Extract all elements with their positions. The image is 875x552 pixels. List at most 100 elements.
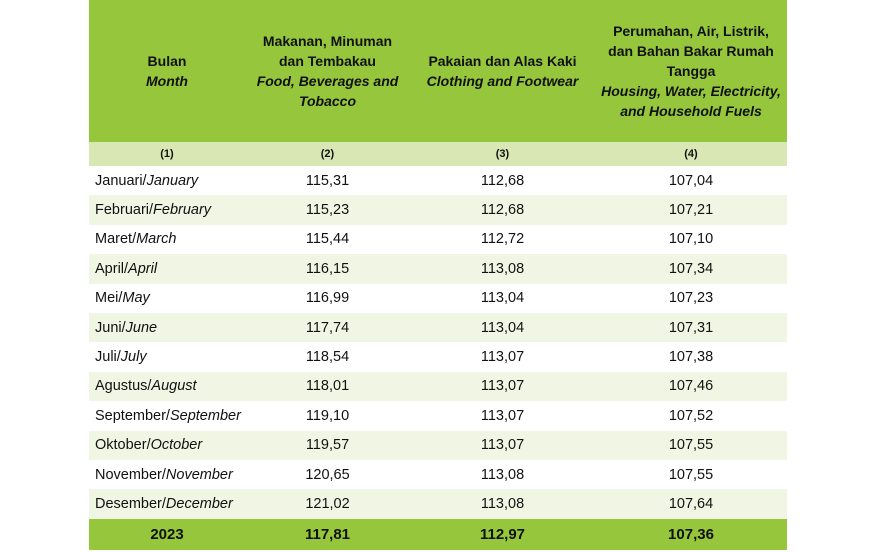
food-value: 116,99 xyxy=(245,283,410,313)
header-clothing-en: Clothing and Footwear xyxy=(426,73,579,89)
housing-value: 107,64 xyxy=(595,489,787,519)
header-month-en: Month xyxy=(146,73,188,89)
food-value: 115,44 xyxy=(245,224,410,255)
table-row: Agustus/August 118,01 113,07 107,46 xyxy=(89,371,787,402)
food-value: 119,57 xyxy=(245,430,410,460)
month-cell: Desember/December xyxy=(89,489,245,519)
column-number-2: (2) xyxy=(245,142,410,166)
month-id: Maret/ xyxy=(95,231,137,248)
price-index-table: Bulan Month Makanan, Minuman dan Tembaka… xyxy=(89,0,787,550)
month-cell: Agustus/August xyxy=(89,371,245,402)
housing-value: 107,46 xyxy=(595,371,787,402)
food-value: 118,01 xyxy=(245,371,410,402)
header-food: Makanan, Minuman dan Tembakau Food, Beve… xyxy=(245,0,410,142)
food-value: 115,31 xyxy=(245,166,410,196)
total-clothing-value: 112,97 xyxy=(410,518,595,550)
month-id: Juni/ xyxy=(95,319,126,336)
clothing-value: 113,04 xyxy=(410,312,595,343)
header-month: Bulan Month xyxy=(89,0,245,142)
month-id: Agustus/ xyxy=(95,378,152,395)
month-en: December xyxy=(165,495,233,512)
header-month-id: Bulan xyxy=(147,53,187,69)
total-year-label: 2023 xyxy=(89,518,245,550)
housing-value: 107,04 xyxy=(595,166,787,196)
housing-value: 107,34 xyxy=(595,254,787,284)
food-value: 120,65 xyxy=(245,459,410,490)
month-cell: Oktober/October xyxy=(89,430,245,460)
month-id: Desember/ xyxy=(95,495,166,512)
month-cell: Januari/January xyxy=(89,166,245,196)
header-housing-id: Perumahan, Air, Listrik, dan Bahan Bakar… xyxy=(608,23,774,79)
month-id: Februari/ xyxy=(95,202,154,219)
table-row: Juni/June 117,74 113,04 107,31 xyxy=(89,312,787,343)
clothing-value: 113,08 xyxy=(410,489,595,519)
header-clothing-id: Pakaian dan Alas Kaki xyxy=(428,53,577,69)
food-value: 117,74 xyxy=(245,312,410,343)
month-en: February xyxy=(153,202,212,219)
clothing-value: 113,07 xyxy=(410,401,595,431)
housing-value: 107,55 xyxy=(595,430,787,460)
food-value: 115,23 xyxy=(245,195,410,225)
header-clothing: Pakaian dan Alas Kaki Clothing and Footw… xyxy=(410,0,595,142)
total-housing-value: 107,36 xyxy=(595,518,787,550)
clothing-value: 113,07 xyxy=(410,430,595,460)
month-cell: Februari/February xyxy=(89,195,245,225)
month-en: April xyxy=(128,260,158,277)
table-row: Februari/February 115,23 112,68 107,21 xyxy=(89,195,787,225)
clothing-value: 112,72 xyxy=(410,224,595,255)
month-id: Juli/ xyxy=(95,349,121,366)
clothing-value: 113,04 xyxy=(410,283,595,313)
clothing-value: 113,07 xyxy=(410,371,595,402)
clothing-value: 112,68 xyxy=(410,195,595,225)
month-cell: Mei/May xyxy=(89,283,245,313)
month-id: November/ xyxy=(95,466,166,483)
housing-value: 107,10 xyxy=(595,224,787,255)
month-en: May xyxy=(122,290,150,307)
table-row: Mei/May 116,99 113,04 107,23 xyxy=(89,283,787,313)
month-cell: November/November xyxy=(89,459,245,490)
food-value: 121,02 xyxy=(245,489,410,519)
column-number-4: (4) xyxy=(595,142,787,166)
month-id: Oktober/ xyxy=(95,437,151,454)
month-en: August xyxy=(151,378,197,395)
clothing-value: 112,68 xyxy=(410,166,595,196)
table-row: September/September 119,10 113,07 107,52 xyxy=(89,401,787,431)
month-id: Januari/ xyxy=(95,172,147,189)
header-housing: Perumahan, Air, Listrik, dan Bahan Bakar… xyxy=(595,0,787,142)
food-value: 119,10 xyxy=(245,401,410,431)
month-en: March xyxy=(136,231,177,248)
header-housing-en: Housing, Water, Electricity, and Househo… xyxy=(601,83,781,119)
food-value: 116,15 xyxy=(245,254,410,284)
housing-value: 107,55 xyxy=(595,459,787,490)
table-row: November/November 120,65 113,08 107,55 xyxy=(89,459,787,490)
table-row: Januari/January 115,31 112,68 107,04 xyxy=(89,166,787,196)
month-cell: Juli/July xyxy=(89,342,245,372)
food-value: 118,54 xyxy=(245,342,410,372)
housing-value: 107,21 xyxy=(595,195,787,225)
header-food-en: Food, Beverages and Tobacco xyxy=(256,73,399,109)
housing-value: 107,52 xyxy=(595,401,787,431)
housing-value: 107,31 xyxy=(595,312,787,343)
month-cell: Maret/March xyxy=(89,224,245,255)
clothing-value: 113,08 xyxy=(410,459,595,490)
month-en: June xyxy=(125,319,158,336)
month-en: November xyxy=(165,466,233,483)
housing-value: 107,38 xyxy=(595,342,787,372)
clothing-value: 113,08 xyxy=(410,254,595,284)
table-row: Desember/December 121,02 113,08 107,64 xyxy=(89,489,787,519)
month-en: July xyxy=(120,349,147,366)
header-food-id: Makanan, Minuman dan Tembakau xyxy=(262,33,393,69)
month-id: April/ xyxy=(95,260,129,277)
table-row: Oktober/October 119,57 113,07 107,55 xyxy=(89,430,787,460)
clothing-value: 113,07 xyxy=(410,342,595,372)
month-en: October xyxy=(150,437,203,454)
total-food-value: 117,81 xyxy=(245,518,410,550)
table-body: Januari/January 115,31 112,68 107,04 Februar… xyxy=(89,166,787,519)
column-number-3: (3) xyxy=(410,142,595,166)
price-index-table-container: Bulan Month Makanan, Minuman dan Tembaka… xyxy=(89,0,787,550)
month-id: Mei/ xyxy=(95,290,123,307)
month-cell: April/April xyxy=(89,254,245,284)
month-cell: September/September xyxy=(89,401,245,431)
month-en: September xyxy=(169,407,241,424)
table-footer: 2023 117,81 112,97 107,36 xyxy=(89,518,787,550)
